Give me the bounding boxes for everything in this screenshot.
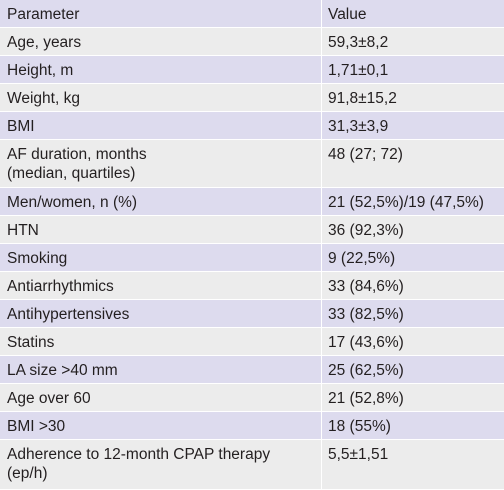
table-row: Age, years 59,3±8,2 [0,28,504,56]
row-parameter: Height, m [0,56,322,83]
row-value: 5,5±1,51 [328,446,389,463]
row-value: 21 (52,8%) [328,390,404,407]
table-row: LA size >40 mm 25 (62,5%) [0,356,504,384]
row-parameter: AF duration, months (median, quartiles) [0,140,322,187]
row-value: 9 (22,5%) [328,250,396,267]
header-value: Value [328,6,367,23]
table-row: Weight, kg 91,8±15,2 [0,84,504,112]
row-parameter: LA size >40 mm [0,356,322,383]
table-row: Antiarrhythmics 33 (84,6%) [0,272,504,300]
table-row: AF duration, months (median, quartiles) … [0,140,504,188]
table-row: HTN 36 (92,3%) [0,216,504,244]
table-row: Men/women, n (%) 21 (52,5%)/19 (47,5%) [0,188,504,216]
row-parameter: Adherence to 12-month CPAP therapy (ep/h… [0,440,322,489]
table-row: BMI >30 18 (55%) [0,412,504,440]
row-parameter: Men/women, n (%) [0,188,322,215]
row-parameter: Smoking [0,244,322,271]
table-row: Age over 60 21 (52,8%) [0,384,504,412]
table-row: Antihypertensives 33 (82,5%) [0,300,504,328]
table-header-row: Parameter Value [0,0,504,28]
header-parameter: Parameter [0,0,322,27]
row-value: 18 (55%) [328,418,391,435]
row-parameter: Age over 60 [0,384,322,411]
row-value: 59,3±8,2 [328,34,389,51]
row-parameter: Antihypertensives [0,300,322,327]
row-value: 33 (82,5%) [328,306,404,323]
table-row: Adherence to 12-month CPAP therapy (ep/h… [0,440,504,490]
row-value: 25 (62,5%) [328,362,404,379]
row-value: 91,8±15,2 [328,90,397,107]
row-parameter: HTN [0,216,322,243]
row-parameter: BMI [0,112,322,139]
table-row: Statins 17 (43,6%) [0,328,504,356]
table-row: Height, m 1,71±0,1 [0,56,504,84]
row-parameter: BMI >30 [0,412,322,439]
row-parameter: Statins [0,328,322,355]
row-parameter: Weight, kg [0,84,322,111]
table-row: BMI 31,3±3,9 [0,112,504,140]
row-value: 21 (52,5%)/19 (47,5%) [328,194,484,211]
row-value: 1,71±0,1 [328,62,389,79]
row-value: 31,3±3,9 [328,118,389,135]
row-parameter: Antiarrhythmics [0,272,322,299]
table-row: Smoking 9 (22,5%) [0,244,504,272]
row-parameter: Age, years [0,28,322,55]
row-value: 48 (27; 72) [328,146,403,163]
row-value: 17 (43,6%) [328,334,404,351]
row-value: 36 (92,3%) [328,222,404,239]
row-value: 33 (84,6%) [328,278,404,295]
